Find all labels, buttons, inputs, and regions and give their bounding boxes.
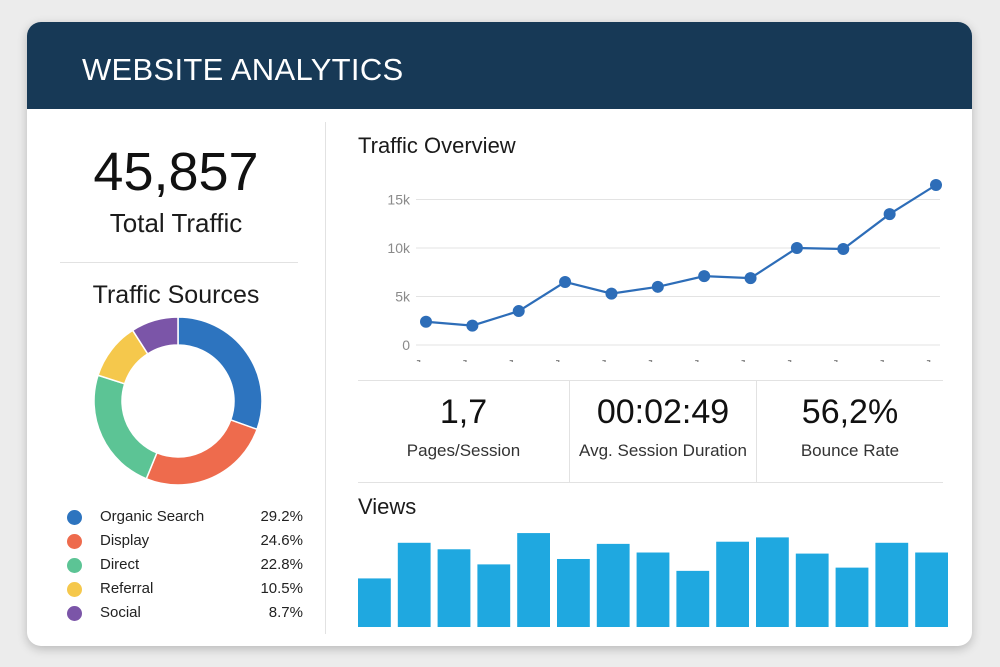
x-tick-label: Jan [738,357,762,362]
legend-label: Social [100,604,141,621]
views-bar [477,564,511,627]
views-bar [636,552,670,627]
x-tick-label: Jan [460,357,484,362]
traffic-sources-legend: Organic Search 29.2% Display 24.6% Direc… [65,506,303,626]
legend-label: Display [100,532,150,549]
traffic-data-point [559,275,572,288]
kpi-value: 00:02:49 [596,393,730,431]
legend-percent: 10.5% [260,580,303,597]
page-title: WEBSITE ANALYTICS [82,52,404,87]
legend-percent: 29.2% [260,508,303,525]
kpi-bounce-rate: 56,2% Bounce Rate [757,392,943,472]
analytics-dashboard: WEBSITE ANALYTICS 45,857 Total Traffic T… [27,22,972,646]
traffic-data-point [883,208,896,221]
x-tick-label: Jan [553,357,577,362]
legend-dot [67,582,82,597]
kpi-pages-per-session: 1,7 Pages/Session [358,392,569,472]
legend-label: Referral [100,580,154,597]
views-bar [596,543,630,627]
kpi-separator [569,380,570,482]
legend-percent: 8.7% [268,604,303,621]
x-tick-label: Jan [599,357,623,362]
kpi-separator [756,380,757,482]
header-bar: WEBSITE ANALYTICS [27,22,972,109]
views-bar [915,552,948,627]
views-bar [557,558,590,627]
x-tick-label: Jan [785,357,809,362]
views-bar [676,570,710,627]
chart-kpi-divider [358,380,943,381]
views-bar [756,537,789,627]
views-bar [716,541,749,627]
x-tick-label: Jan [831,357,855,362]
traffic-sources-title: Traffic Sources [92,281,260,309]
views-bar-chart [358,533,948,627]
kpi-label: Pages/Session [406,441,521,460]
total-traffic-label: Total Traffic [109,208,243,238]
y-tick-label: 5k [395,289,411,305]
legend-percent: 24.6% [260,532,303,549]
views-bar [517,533,550,627]
legend-item-direct: Direct 22.8% [65,554,303,578]
traffic-overview-title: Traffic Overview [358,133,516,158]
donut-slice-organic-search [177,316,263,431]
legend-item-organic-search: Organic Search 29.2% [65,506,303,530]
legend-dot [67,606,82,621]
traffic-data-point [698,270,711,283]
kpi-label: Avg. Session Duration [579,441,747,460]
donut-slice-direct [93,374,158,480]
legend-label: Organic Search [100,508,205,525]
x-tick-label: Jan [878,357,902,362]
kpi-avg-session-duration: 00:02:49 Avg. Session Duration [570,392,756,472]
x-tick-label: Jan [414,357,438,362]
views-bar [835,567,869,627]
total-traffic-value: 45,857 [93,142,259,202]
legend-label: Direct [100,556,140,573]
traffic-series-line [425,184,937,327]
y-tick-label: 0 [402,337,410,353]
donut-slice-display [145,418,259,486]
legend-percent: 22.8% [260,556,303,573]
traffic-data-point [744,272,757,285]
traffic-data-point [651,280,664,293]
legend-dot [67,558,82,573]
legend-dot [67,510,82,525]
traffic-data-point [420,315,432,328]
traffic-data-point [837,243,850,255]
traffic-sources-donut-chart [93,316,263,486]
kpi-value: 1,7 [439,393,488,431]
legend-dot [67,534,82,549]
legend-item-social: Social 8.7% [65,602,303,626]
kpi-label: Bounce Rate [800,441,900,460]
traffic-overview-line-chart: 0 5k 10k 15k Jan Jan Jan Jan Jan Jan Jan Jan Jan Jan J… [387,179,948,362]
x-tick-label: Jan [924,357,948,362]
views-title: Views [358,494,417,519]
x-tick-label: Jan [646,357,670,362]
traffic-data-point [466,319,479,332]
vertical-divider [325,122,326,634]
traffic-data-point [512,305,525,318]
views-bar [875,542,909,627]
legend-item-referral: Referral 10.5% [65,578,303,602]
traffic-data-point [930,179,942,191]
views-bar [358,578,391,627]
x-tick-label: Jan [507,357,531,362]
traffic-data-point [605,287,618,300]
y-tick-label: 10k [387,240,411,256]
donut-slice-social [131,316,179,355]
views-bar [795,553,829,627]
traffic-data-point [790,242,803,255]
kpi-views-divider [358,482,943,483]
y-tick-label: 15k [387,192,411,208]
x-tick-label: Jan [692,357,716,362]
legend-item-display: Display 24.6% [65,530,303,554]
views-bar [437,549,471,627]
views-bar [397,542,431,627]
left-divider [60,262,298,263]
kpi-value: 56,2% [801,393,899,431]
